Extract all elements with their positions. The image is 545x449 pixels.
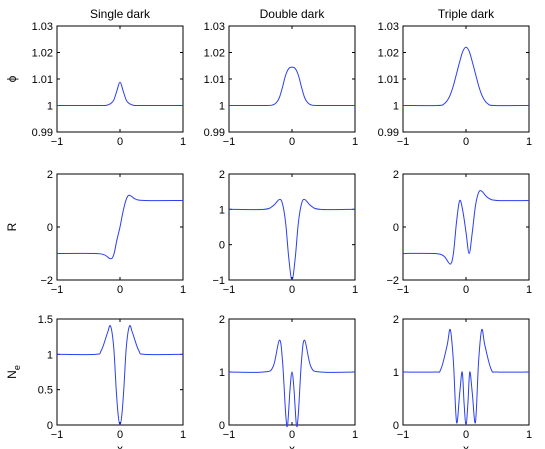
subplot-1-2: −1 0 1 0.99 1 1.01 1.02 1.03 Double dark	[204, 7, 358, 148]
x-tick-label: 0	[463, 136, 469, 148]
y-axis-label: Ne	[5, 365, 22, 379]
y-tick-label: −2	[40, 275, 53, 287]
y-tick-label: 2	[393, 314, 399, 326]
x-tick-label: 1	[526, 284, 532, 296]
x-axis-label: x	[463, 442, 469, 449]
x-tick-label: −1	[51, 284, 64, 296]
y-tick-label: 1.02	[32, 48, 53, 60]
x-tick-label: 0	[289, 429, 295, 441]
axes-frame	[402, 173, 530, 281]
x-axis-label: x	[117, 442, 123, 449]
y-tick-label: 0	[219, 420, 225, 432]
y-tick-label: 0.99	[378, 127, 399, 139]
subplot-title: Triple dark	[438, 7, 495, 21]
y-tick-label: 1.02	[204, 48, 225, 60]
y-tick-label: 1	[219, 101, 225, 113]
y-tick-label: 1.5	[38, 314, 53, 326]
series-line	[56, 325, 184, 426]
x-tick-label: 1	[526, 136, 532, 148]
subplot-title: Double dark	[260, 7, 326, 21]
y-axis-label: R	[5, 222, 19, 231]
subplot-title: Single dark	[90, 7, 151, 21]
x-tick-label: 0	[463, 284, 469, 296]
x-tick-label: −1	[223, 284, 236, 296]
x-tick-label: −1	[223, 429, 236, 441]
x-tick-label: 0	[117, 284, 123, 296]
y-tick-label: 1	[47, 101, 53, 113]
subplot-2-2: −1 0 1 −1 0 1 2	[212, 169, 358, 296]
y-tick-label: 1.01	[378, 74, 399, 86]
y-tick-label: 1	[219, 204, 225, 216]
x-tick-label: 0	[289, 136, 295, 148]
x-tick-label: 1	[352, 284, 358, 296]
subplot-1-1: −1 0 1 0.99 1 1.01 1.02 1.03 Single dark ϕ	[5, 7, 186, 148]
x-tick-label: −1	[51, 429, 64, 441]
series-line	[402, 328, 530, 426]
x-tick-label: 1	[180, 429, 186, 441]
x-tick-label: 0	[463, 429, 469, 441]
series-line	[228, 66, 356, 107]
y-tick-label: 1	[47, 349, 53, 361]
series-line	[228, 198, 356, 281]
series-line	[402, 190, 530, 265]
y-tick-label: 1.01	[32, 74, 53, 86]
x-tick-label: −1	[397, 284, 410, 296]
subplot-2-3: −1 0 1 −2 0 2	[386, 169, 532, 296]
y-tick-label: 0.99	[32, 127, 53, 139]
y-tick-label: 0	[47, 222, 53, 234]
series-line	[56, 194, 184, 260]
x-tick-label: 1	[526, 429, 532, 441]
y-tick-label: 1.02	[378, 48, 399, 60]
y-axis-label: ϕ	[5, 75, 19, 82]
x-tick-label: −1	[397, 136, 410, 148]
axes-frame	[56, 318, 184, 426]
subplot-1-3: −1 0 1 0.99 1 1.01 1.02 1.03 Triple dark	[378, 7, 532, 148]
y-tick-label: 0	[393, 222, 399, 234]
y-tick-label: 1.03	[204, 21, 225, 33]
x-tick-label: 0	[117, 429, 123, 441]
axes-frame	[228, 25, 356, 133]
y-tick-label: −2	[386, 275, 399, 287]
subplot-2-1: −1 0 1 −2 0 2 R	[5, 169, 186, 296]
y-tick-label: −1	[212, 275, 225, 287]
axes-frame	[228, 173, 356, 281]
x-tick-label: −1	[51, 136, 64, 148]
y-tick-label: 2	[393, 169, 399, 181]
y-tick-label: 1	[393, 101, 399, 113]
x-tick-label: 1	[352, 429, 358, 441]
axes-frame	[56, 25, 184, 133]
series-line	[56, 81, 184, 107]
x-tick-label: −1	[223, 136, 236, 148]
x-axis-label: x	[289, 442, 295, 449]
y-tick-label: 0	[219, 240, 225, 252]
y-tick-label: 2	[219, 314, 225, 326]
x-tick-label: 1	[352, 136, 358, 148]
x-tick-label: −1	[397, 429, 410, 441]
x-tick-label: 0	[289, 284, 295, 296]
series-line	[402, 46, 530, 107]
y-tick-label: 1	[219, 367, 225, 379]
x-tick-label: 1	[180, 284, 186, 296]
y-tick-label: 0.99	[204, 127, 225, 139]
y-tick-label: 1.03	[378, 21, 399, 33]
y-tick-label: 0	[47, 420, 53, 432]
axes-frame	[402, 25, 530, 133]
y-tick-label: 2	[47, 169, 53, 181]
y-tick-label: 0.5	[38, 385, 53, 397]
y-tick-label: 2	[219, 169, 225, 181]
x-tick-label: 0	[117, 136, 123, 148]
series-line	[228, 339, 356, 428]
y-tick-label: 1	[393, 367, 399, 379]
y-tick-label: 0	[393, 420, 399, 432]
y-tick-label: 1.01	[204, 74, 225, 86]
y-tick-label: 1.03	[32, 21, 53, 33]
x-tick-label: 1	[180, 136, 186, 148]
